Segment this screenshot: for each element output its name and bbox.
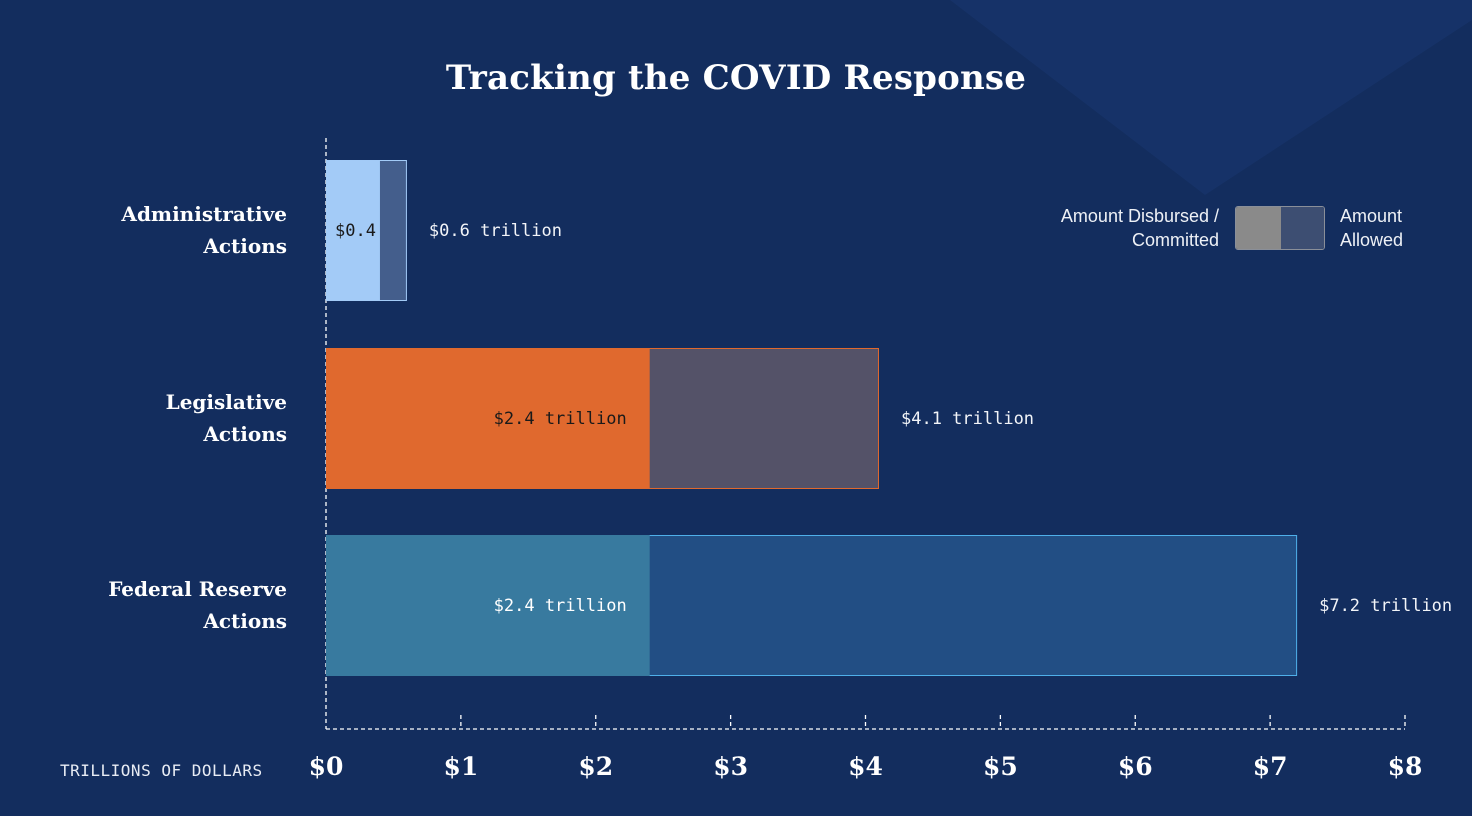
category-label-line: Legislative	[165, 390, 287, 414]
chart-title: Tracking the COVID Response	[445, 58, 1027, 98]
category-label-legislative: Legislative Actions	[27, 386, 287, 450]
bar-amount-disbursed	[326, 160, 380, 301]
bar-amount-disbursed	[326, 535, 650, 676]
x-tick-label: $7	[1252, 752, 1288, 781]
bar-amount-disbursed	[326, 348, 650, 489]
legend-swatch-disbursed	[1236, 207, 1281, 249]
category-label-line: Administrative	[121, 202, 287, 226]
category-label-administrative: Administrative Actions	[27, 198, 287, 262]
x-tick-label: $5	[982, 752, 1018, 781]
category-label-line: Actions	[203, 234, 287, 258]
x-tick-label: $0	[308, 752, 344, 781]
bar-label-allowed: $4.1 trillion	[900, 408, 1035, 429]
bar-label-allowed: $0.6 trillion	[428, 220, 562, 241]
legend-swatch-allowed	[1281, 207, 1324, 249]
legend-label-disbursed: Amount Disbursed / Committed	[1061, 204, 1219, 252]
x-tick-label: $2	[578, 752, 614, 781]
x-axis-title: TRILLIONS OF DOLLARS	[60, 761, 263, 780]
x-tick-label: $6	[1117, 752, 1153, 781]
category-label-line: Federal Reserve	[108, 577, 287, 601]
category-label-federal-reserve: Federal Reserve Actions	[27, 573, 287, 637]
x-tick-label: $1	[443, 752, 479, 781]
x-tick-label: $3	[713, 752, 749, 781]
legend-text: Amount	[1340, 206, 1403, 226]
bar-label-disbursed: $2.4 trillion	[493, 408, 627, 429]
x-tick-label: $8	[1387, 752, 1423, 781]
legend-swatch	[1235, 206, 1325, 250]
bar-label-allowed: $7.2 trillion	[1319, 595, 1453, 616]
category-label-line: Actions	[203, 422, 287, 446]
legend-text: Amount Disbursed /	[1060, 206, 1219, 226]
bar-label-disbursed: $0.4	[335, 220, 376, 241]
x-tick-label: $4	[848, 752, 883, 781]
legend-text: Allowed	[1340, 230, 1404, 250]
legend-text: Committed	[1131, 230, 1219, 250]
legend-label-allowed: Amount Allowed	[1340, 204, 1403, 252]
bar-label-disbursed: $2.4 trillion	[493, 595, 627, 616]
category-label-line: Actions	[203, 609, 287, 633]
